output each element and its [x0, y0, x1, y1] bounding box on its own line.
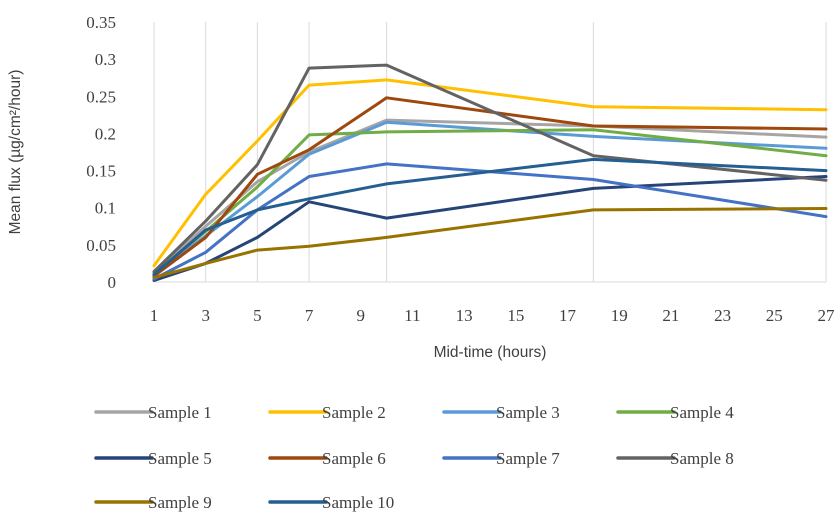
series-line-6 [152, 96, 828, 278]
legend-label: Sample 3 [496, 403, 560, 422]
legend-item-6: Sample 6 [268, 449, 386, 468]
series-lines [152, 63, 828, 282]
legend-item-7: Sample 7 [442, 449, 560, 468]
legend-label: Sample 6 [322, 449, 386, 468]
y-tick-label: 0.05 [86, 236, 116, 255]
y-tick-label: 0.35 [86, 13, 116, 32]
legend-label: Sample 4 [670, 403, 734, 422]
x-axis-ticks: 1 3 5 7 9 11 13 15 17 19 21 23 25 27 [150, 306, 835, 325]
series-line-10 [152, 157, 828, 277]
x-tick-label: 17 [559, 306, 577, 325]
y-axis-ticks: 0 0.05 0.1 0.15 0.2 0.25 0.3 0.35 [86, 13, 116, 292]
legend-label: Sample 8 [670, 449, 734, 468]
y-axis-title: Mean flux (µg/cm²/hour) [7, 70, 24, 235]
x-tick-label: 7 [305, 306, 314, 325]
series-line-9 [152, 207, 828, 279]
legend-label: Sample 7 [496, 449, 560, 468]
legend: Sample 1 Sample 2 Sample 3 Sample 4 Sample 5… [94, 403, 734, 512]
x-tick-label: 9 [357, 306, 366, 325]
series-line-5 [152, 175, 828, 282]
series-line-2 [152, 78, 828, 268]
legend-item-1: Sample 1 [94, 403, 212, 422]
x-tick-label: 25 [766, 306, 783, 325]
y-tick-label: 0.15 [86, 162, 116, 181]
x-tick-label: 19 [611, 306, 628, 325]
x-axis-title: Mid-time (hours) [434, 344, 547, 361]
legend-label: Sample 10 [322, 493, 394, 512]
grid-lines [153, 22, 827, 282]
x-tick-label: 13 [456, 306, 473, 325]
legend-item-4: Sample 4 [616, 403, 734, 422]
y-tick-label: 0.3 [95, 50, 116, 69]
legend-label: Sample 1 [148, 403, 212, 422]
legend-item-8: Sample 8 [616, 449, 734, 468]
legend-item-5: Sample 5 [94, 449, 212, 468]
x-tick-label: 15 [507, 306, 524, 325]
x-tick-label: 11 [404, 306, 420, 325]
x-tick-label: 21 [662, 306, 679, 325]
legend-item-9: Sample 9 [94, 493, 212, 512]
series-line-8 [152, 63, 828, 274]
legend-item-3: Sample 3 [442, 403, 560, 422]
x-tick-label: 23 [714, 306, 731, 325]
legend-label: Sample 9 [148, 493, 212, 512]
x-tick-label: 3 [201, 306, 210, 325]
x-tick-label: 27 [818, 306, 836, 325]
legend-item-2: Sample 2 [268, 403, 386, 422]
x-tick-label: 5 [253, 306, 262, 325]
y-tick-label: 0 [108, 273, 117, 292]
legend-label: Sample 2 [322, 403, 386, 422]
y-tick-label: 0.2 [95, 124, 116, 143]
legend-item-10: Sample 10 [268, 493, 394, 512]
y-tick-label: 0.25 [86, 87, 116, 106]
series-line-7 [152, 162, 828, 281]
legend-label: Sample 5 [148, 449, 212, 468]
x-tick-label: 1 [150, 306, 159, 325]
y-tick-label: 0.1 [95, 199, 116, 218]
